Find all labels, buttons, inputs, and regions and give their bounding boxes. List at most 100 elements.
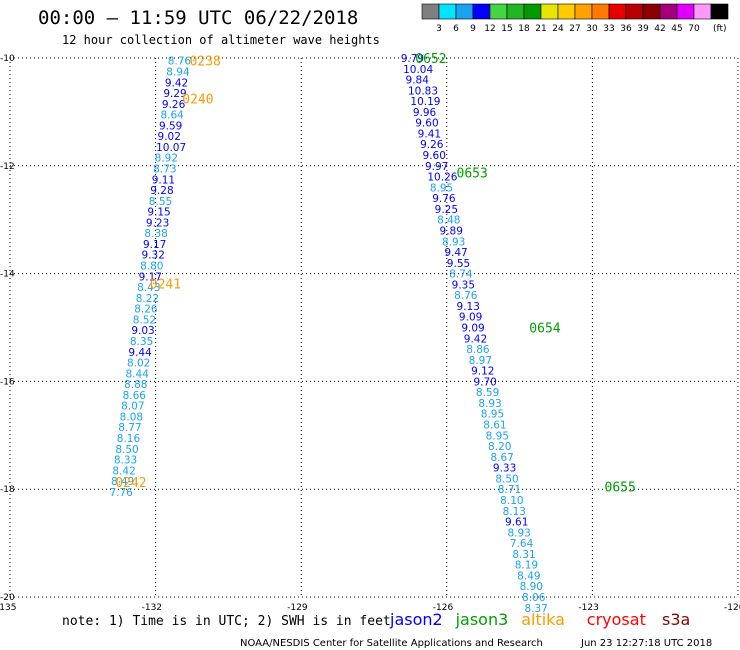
colorbar-label: 15 bbox=[501, 24, 512, 34]
x-tick-label: -135 bbox=[0, 603, 16, 613]
wave-height-value: 8.90 bbox=[520, 581, 543, 593]
wave-height-value: 8.59 bbox=[476, 387, 499, 399]
wave-height-value: 7.64 bbox=[510, 538, 534, 550]
legend-jason2: jason2 bbox=[389, 610, 443, 629]
legend-s3a: s3a bbox=[662, 610, 690, 629]
colorbar-swatch bbox=[625, 3, 644, 20]
wave-height-value: 8.35 bbox=[130, 336, 153, 348]
wave-height-value: 9.59 bbox=[159, 120, 182, 132]
colorbar-label: 45 bbox=[671, 24, 682, 34]
wave-height-value: 9.09 bbox=[461, 323, 484, 335]
wave-height-value: 9.15 bbox=[147, 207, 170, 219]
wave-height-value: 10.19 bbox=[410, 96, 440, 108]
wave-height-value: 8.67 bbox=[490, 452, 513, 464]
wave-height-value: 8.95 bbox=[486, 430, 509, 442]
wave-height-value: 8.31 bbox=[512, 549, 535, 561]
pass-time-label: 0655 bbox=[605, 481, 636, 496]
wave-height-value: 8.66 bbox=[123, 390, 147, 402]
footer-credit: NOAA/NESDIS Center for Satellite Applica… bbox=[240, 638, 543, 649]
wave-height-value: 8.95 bbox=[481, 409, 504, 421]
y-tick-label: -10 bbox=[0, 54, 15, 64]
wave-height-value: 8.52 bbox=[133, 314, 156, 326]
wave-height-value: 8.13 bbox=[503, 506, 526, 518]
wave-height-value: 8.88 bbox=[124, 379, 147, 391]
colorbar-swatch bbox=[489, 3, 508, 20]
axis-ticks: -135 -132 -129 -126 -123 -120 -10 -12 -14 -16 -18 -… bbox=[0, 54, 740, 613]
wave-height-value: 9.26 bbox=[162, 99, 186, 111]
wave-height-value: 10.04 bbox=[403, 64, 433, 76]
footer-note: note: 1) Time is in UTC; 2) SWH is in fe… bbox=[62, 614, 391, 629]
wave-height-value: 9.96 bbox=[413, 107, 437, 119]
colorbar-label: 39 bbox=[637, 24, 649, 34]
colorbar-unit: (ft) bbox=[713, 24, 727, 34]
map-grid bbox=[9, 57, 739, 598]
colorbar-swatch bbox=[693, 3, 712, 20]
wave-height-value: 7.76 bbox=[109, 487, 133, 499]
colorbar-label: 21 bbox=[535, 24, 546, 34]
wave-height-value: 8.92 bbox=[155, 153, 178, 165]
wave-height-value: 8.22 bbox=[136, 293, 159, 305]
colorbar-label: 24 bbox=[552, 24, 564, 34]
wave-height-value: 8.42 bbox=[112, 465, 135, 477]
y-tick-label: -16 bbox=[0, 377, 15, 387]
wave-height-value: 8.38 bbox=[144, 228, 167, 240]
wave-height-value: 10.07 bbox=[156, 142, 186, 154]
x-tick-label: -120 bbox=[724, 603, 740, 613]
y-tick-label: -18 bbox=[0, 485, 15, 495]
wave-height-value: 8.37 bbox=[524, 603, 547, 615]
wave-height-value: 8.07 bbox=[121, 401, 144, 413]
colorbar-swatch bbox=[557, 3, 576, 20]
wave-height-value: 8.55 bbox=[149, 196, 172, 208]
wave-height-value: 8.49 bbox=[517, 570, 540, 582]
chart-subtitle: 12 hour collection of altimeter wave hei… bbox=[62, 33, 380, 47]
wave-height-value: 9.42 bbox=[464, 333, 487, 345]
y-tick-label: -12 bbox=[0, 162, 15, 172]
wave-height-value: 8.93 bbox=[478, 398, 501, 410]
colorbar-label: 70 bbox=[688, 24, 700, 34]
legend-jason3: jason3 bbox=[455, 610, 509, 629]
colorbar-swatch bbox=[421, 3, 440, 20]
x-tick-label: -129 bbox=[287, 603, 308, 613]
wave-height-value: 9.02 bbox=[158, 131, 181, 143]
wave-height-value: 9.17 bbox=[143, 239, 166, 251]
wave-height-value: 9.60 bbox=[415, 118, 438, 130]
wave-height-value: 8.95 bbox=[430, 182, 453, 194]
wave-height-value: 9.84 bbox=[406, 75, 430, 87]
wave-height-value: 10.83 bbox=[408, 85, 438, 97]
wave-height-value: 8.93 bbox=[507, 527, 530, 539]
colorbar-swatch bbox=[659, 3, 678, 20]
colorbar-label: 30 bbox=[586, 24, 598, 34]
wave-height-value: 9.55 bbox=[447, 258, 470, 270]
wave-height-value: 9.41 bbox=[418, 128, 441, 140]
colorbar-swatch bbox=[676, 3, 695, 20]
wave-height-value: 8.16 bbox=[117, 433, 141, 445]
wave-height-value: 9.29 bbox=[163, 88, 186, 100]
wave-height-value: 9.26 bbox=[420, 139, 444, 151]
colorbar-label: 27 bbox=[569, 24, 580, 34]
y-tick-label: -20 bbox=[0, 593, 15, 603]
wave-height-value: 9.35 bbox=[452, 279, 475, 291]
wave-height-value: 9.89 bbox=[440, 225, 463, 237]
wave-height-value: 8.76 bbox=[168, 56, 192, 68]
wave-height-value: 8.26 bbox=[134, 304, 158, 316]
wave-height-value: 9.61 bbox=[505, 517, 528, 529]
colorbar-swatch bbox=[710, 3, 729, 20]
wave-height-value: 10.26 bbox=[427, 172, 457, 184]
wave-height-value: 9.97 bbox=[425, 161, 448, 173]
wave-height-value: 8.43 bbox=[137, 282, 160, 294]
wave-height-value: 9.23 bbox=[146, 217, 169, 229]
wave-height-value: 8.61 bbox=[483, 420, 506, 432]
x-tick-label: -123 bbox=[578, 603, 598, 613]
wave-height-value: 8.48 bbox=[437, 215, 460, 227]
colorbar-swatch bbox=[455, 3, 474, 20]
colorbar-legend: 3 6 9 12 15 18 21 24 27 30 33 36 39 42 45 70 (ft) bbox=[421, 3, 729, 34]
pass-time-label: 0654 bbox=[529, 322, 560, 337]
wave-height-value: 9.47 bbox=[444, 247, 467, 259]
colorbar-swatch bbox=[591, 3, 610, 20]
wave-height-value: 9.11 bbox=[152, 174, 175, 186]
legend-cryosat: cryosat bbox=[587, 610, 646, 629]
colorbar-swatch bbox=[523, 3, 542, 20]
wave-height-value: 8.73 bbox=[153, 163, 176, 175]
colorbar-swatch bbox=[574, 3, 593, 20]
